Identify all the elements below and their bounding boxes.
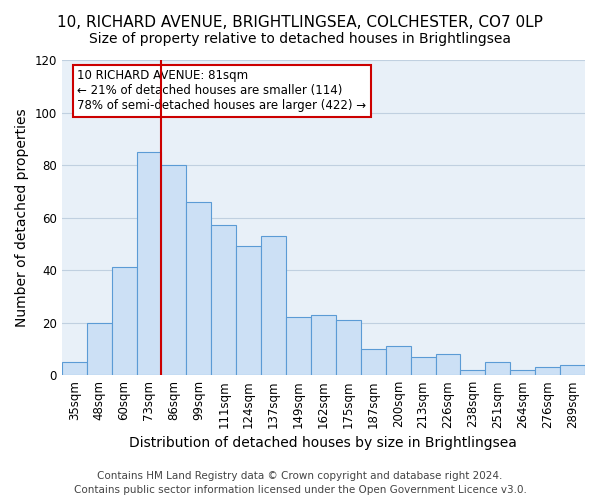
Text: 10, RICHARD AVENUE, BRIGHTLINGSEA, COLCHESTER, CO7 0LP: 10, RICHARD AVENUE, BRIGHTLINGSEA, COLCH…: [57, 15, 543, 30]
Bar: [361, 349, 386, 375]
Y-axis label: Number of detached properties: Number of detached properties: [15, 108, 29, 327]
Text: Size of property relative to detached houses in Brightlingsea: Size of property relative to detached ho…: [89, 32, 511, 46]
Bar: [137, 152, 161, 375]
Bar: [560, 364, 585, 375]
Bar: [87, 322, 112, 375]
Bar: [386, 346, 410, 375]
Bar: [236, 246, 261, 375]
Bar: [211, 226, 236, 375]
Bar: [510, 370, 535, 375]
Bar: [460, 370, 485, 375]
Bar: [161, 165, 187, 375]
Bar: [485, 362, 510, 375]
Bar: [436, 354, 460, 375]
Bar: [336, 320, 361, 375]
Bar: [261, 236, 286, 375]
Text: 10 RICHARD AVENUE: 81sqm
← 21% of detached houses are smaller (114)
78% of semi-: 10 RICHARD AVENUE: 81sqm ← 21% of detach…: [77, 70, 367, 112]
Bar: [62, 362, 87, 375]
Bar: [535, 368, 560, 375]
X-axis label: Distribution of detached houses by size in Brightlingsea: Distribution of detached houses by size …: [130, 436, 517, 450]
Bar: [286, 318, 311, 375]
Bar: [187, 202, 211, 375]
Bar: [410, 357, 436, 375]
Bar: [311, 315, 336, 375]
Text: Contains HM Land Registry data © Crown copyright and database right 2024.
Contai: Contains HM Land Registry data © Crown c…: [74, 471, 526, 495]
Bar: [112, 268, 137, 375]
